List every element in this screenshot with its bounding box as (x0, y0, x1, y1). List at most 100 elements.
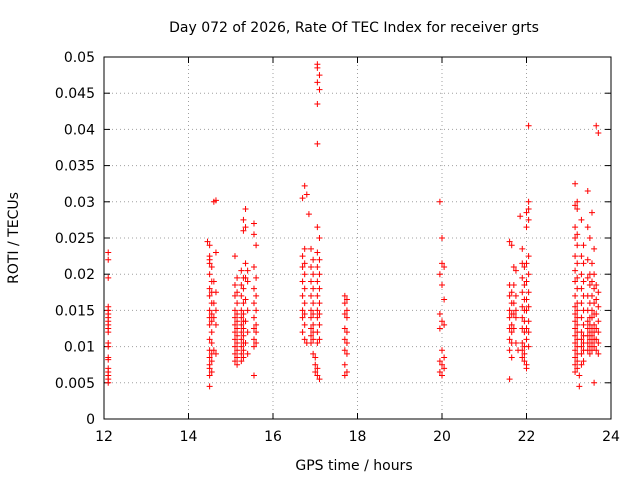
x-tick-label: 20 (433, 429, 451, 445)
data-point (231, 343, 238, 350)
data-point (591, 343, 598, 350)
data-point (234, 300, 241, 307)
data-point (234, 325, 241, 332)
data-point (525, 216, 532, 223)
data-point (525, 198, 532, 205)
data-point (316, 271, 323, 278)
data-point (572, 339, 579, 346)
data-point (578, 300, 585, 307)
data-point (240, 347, 247, 354)
data-point (308, 314, 315, 321)
data-point (519, 303, 526, 310)
data-point (572, 303, 579, 310)
data-point (572, 325, 579, 332)
data-point (343, 329, 350, 336)
data-point (525, 289, 532, 296)
data-point (206, 321, 213, 328)
data-point (310, 336, 317, 343)
data-point (231, 253, 238, 260)
data-point (510, 282, 517, 289)
data-point (595, 289, 602, 296)
data-point (231, 292, 238, 299)
data-point (591, 321, 598, 328)
data-point (314, 314, 321, 321)
data-point (593, 336, 600, 343)
data-point (301, 260, 308, 267)
data-point (341, 292, 348, 299)
data-point (316, 86, 323, 93)
data-point (301, 311, 308, 318)
data-point (212, 350, 219, 357)
data-point (578, 329, 585, 336)
data-point (525, 343, 532, 350)
data-point (591, 245, 598, 252)
data-point (242, 339, 249, 346)
data-point (208, 311, 215, 318)
data-point (519, 289, 526, 296)
data-point (588, 278, 595, 285)
data-point (572, 253, 579, 260)
data-point (436, 311, 443, 318)
data-point (572, 311, 579, 318)
data-point (512, 307, 519, 314)
data-point (525, 122, 532, 129)
y-tick-label: 0.015 (55, 303, 95, 319)
y-tick-label: 0.025 (55, 231, 95, 247)
data-point (310, 271, 317, 278)
data-point (523, 278, 530, 285)
y-tick-label: 0.035 (55, 159, 95, 175)
data-point (508, 329, 515, 336)
data-point (250, 343, 257, 350)
data-point (341, 347, 348, 354)
data-point (316, 285, 323, 292)
data-point (240, 216, 247, 223)
data-point (580, 358, 587, 365)
data-point (525, 329, 532, 336)
data-point (303, 191, 310, 198)
data-point (314, 292, 321, 299)
data-point (519, 314, 526, 321)
data-point (208, 368, 215, 375)
data-point (299, 263, 306, 270)
data-point (506, 238, 513, 245)
data-point (250, 300, 257, 307)
data-point (591, 379, 598, 386)
data-point (574, 321, 581, 328)
data-point (343, 339, 350, 346)
data-point (343, 314, 350, 321)
data-point (250, 263, 257, 270)
data-point (588, 307, 595, 314)
data-point (578, 285, 585, 292)
data-point (206, 307, 213, 314)
data-point (301, 321, 308, 328)
data-point (301, 182, 308, 189)
y-tick-label: 0.05 (64, 50, 95, 66)
data-point (523, 224, 530, 231)
data-point (574, 198, 581, 205)
data-point (521, 350, 528, 357)
data-point (244, 267, 251, 274)
chart-title: Day 072 of 2026, Rate Of TEC Index for r… (169, 20, 539, 36)
data-point (312, 361, 319, 368)
data-point (574, 206, 581, 213)
data-point (234, 354, 241, 361)
data-point (234, 361, 241, 368)
data-point (576, 383, 583, 390)
data-point (253, 329, 260, 336)
data-point (591, 285, 598, 292)
data-point (525, 253, 532, 260)
data-point (310, 285, 317, 292)
data-point (314, 140, 321, 147)
data-point (210, 300, 217, 307)
data-point (508, 321, 515, 328)
data-point (312, 368, 319, 375)
data-point (314, 372, 321, 379)
data-point (242, 318, 249, 325)
data-point (238, 314, 245, 321)
data-point (316, 300, 323, 307)
data-point (523, 296, 530, 303)
data-point (595, 329, 602, 336)
data-point (240, 311, 247, 318)
data-point (523, 325, 530, 332)
